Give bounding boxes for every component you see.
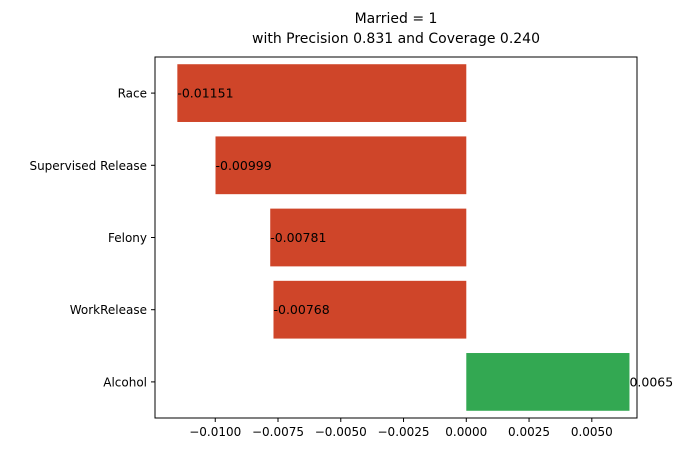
bar-felony bbox=[270, 208, 467, 267]
x-tick-label: −0.0050 bbox=[315, 425, 367, 439]
data-label-workrelease: -0.00768 bbox=[273, 302, 329, 317]
bar-supervised-release bbox=[215, 136, 467, 195]
x-tick-label: 0.0025 bbox=[508, 425, 550, 439]
x-tick-label: −0.0100 bbox=[189, 425, 241, 439]
x-tick-label: −0.0025 bbox=[378, 425, 430, 439]
y-axis: Race Supervised Release Felony WorkRelease A… bbox=[29, 87, 155, 389]
x-tick-label: −0.0075 bbox=[252, 425, 304, 439]
y-tick-label-workrelease: WorkRelease bbox=[70, 303, 147, 317]
y-tick-label-supervised-release: Supervised Release bbox=[29, 159, 147, 173]
data-label-felony: -0.00781 bbox=[270, 230, 326, 245]
chart-title-line-2: with Precision 0.831 and Coverage 0.240 bbox=[252, 31, 540, 47]
bar-alcohol bbox=[466, 353, 630, 411]
chart-title: Married = 1 with Precision 0.831 and Cove… bbox=[252, 11, 540, 47]
y-tick-label-felony: Felony bbox=[108, 231, 147, 245]
y-tick-label-alcohol: Alcohol bbox=[103, 375, 147, 389]
x-tick-label: 0.0050 bbox=[571, 425, 613, 439]
data-label-supervised-release: -0.00999 bbox=[216, 158, 272, 173]
data-label-race: -0.01151 bbox=[177, 86, 233, 101]
bar-race bbox=[177, 64, 467, 122]
chart-title-line-1: Married = 1 bbox=[355, 11, 438, 27]
y-tick-label-race: Race bbox=[118, 87, 147, 101]
x-axis: −0.0100 −0.0075 −0.0050 −0.0025 0.0000 0.0025… bbox=[189, 418, 613, 439]
x-tick-label: 0.0000 bbox=[445, 425, 487, 439]
bars bbox=[177, 64, 630, 411]
bar-workrelease bbox=[273, 280, 467, 339]
data-labels: -0.01151 -0.00999 -0.00781 -0.00768 0.0065 bbox=[177, 86, 673, 390]
plot-frame bbox=[154, 56, 638, 419]
data-label-alcohol: 0.0065 bbox=[629, 374, 673, 389]
